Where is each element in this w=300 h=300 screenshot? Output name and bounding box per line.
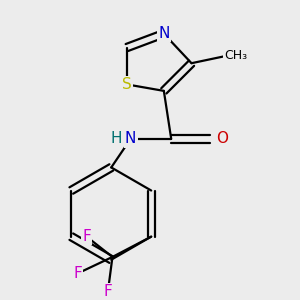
Text: CH₃: CH₃ — [224, 49, 247, 62]
Text: F: F — [82, 229, 91, 244]
Text: F: F — [103, 284, 112, 299]
Text: N: N — [158, 26, 169, 41]
Text: S: S — [122, 77, 132, 92]
Text: N: N — [125, 131, 136, 146]
Text: F: F — [73, 266, 82, 281]
Text: H: H — [110, 131, 122, 146]
Text: O: O — [216, 131, 228, 146]
